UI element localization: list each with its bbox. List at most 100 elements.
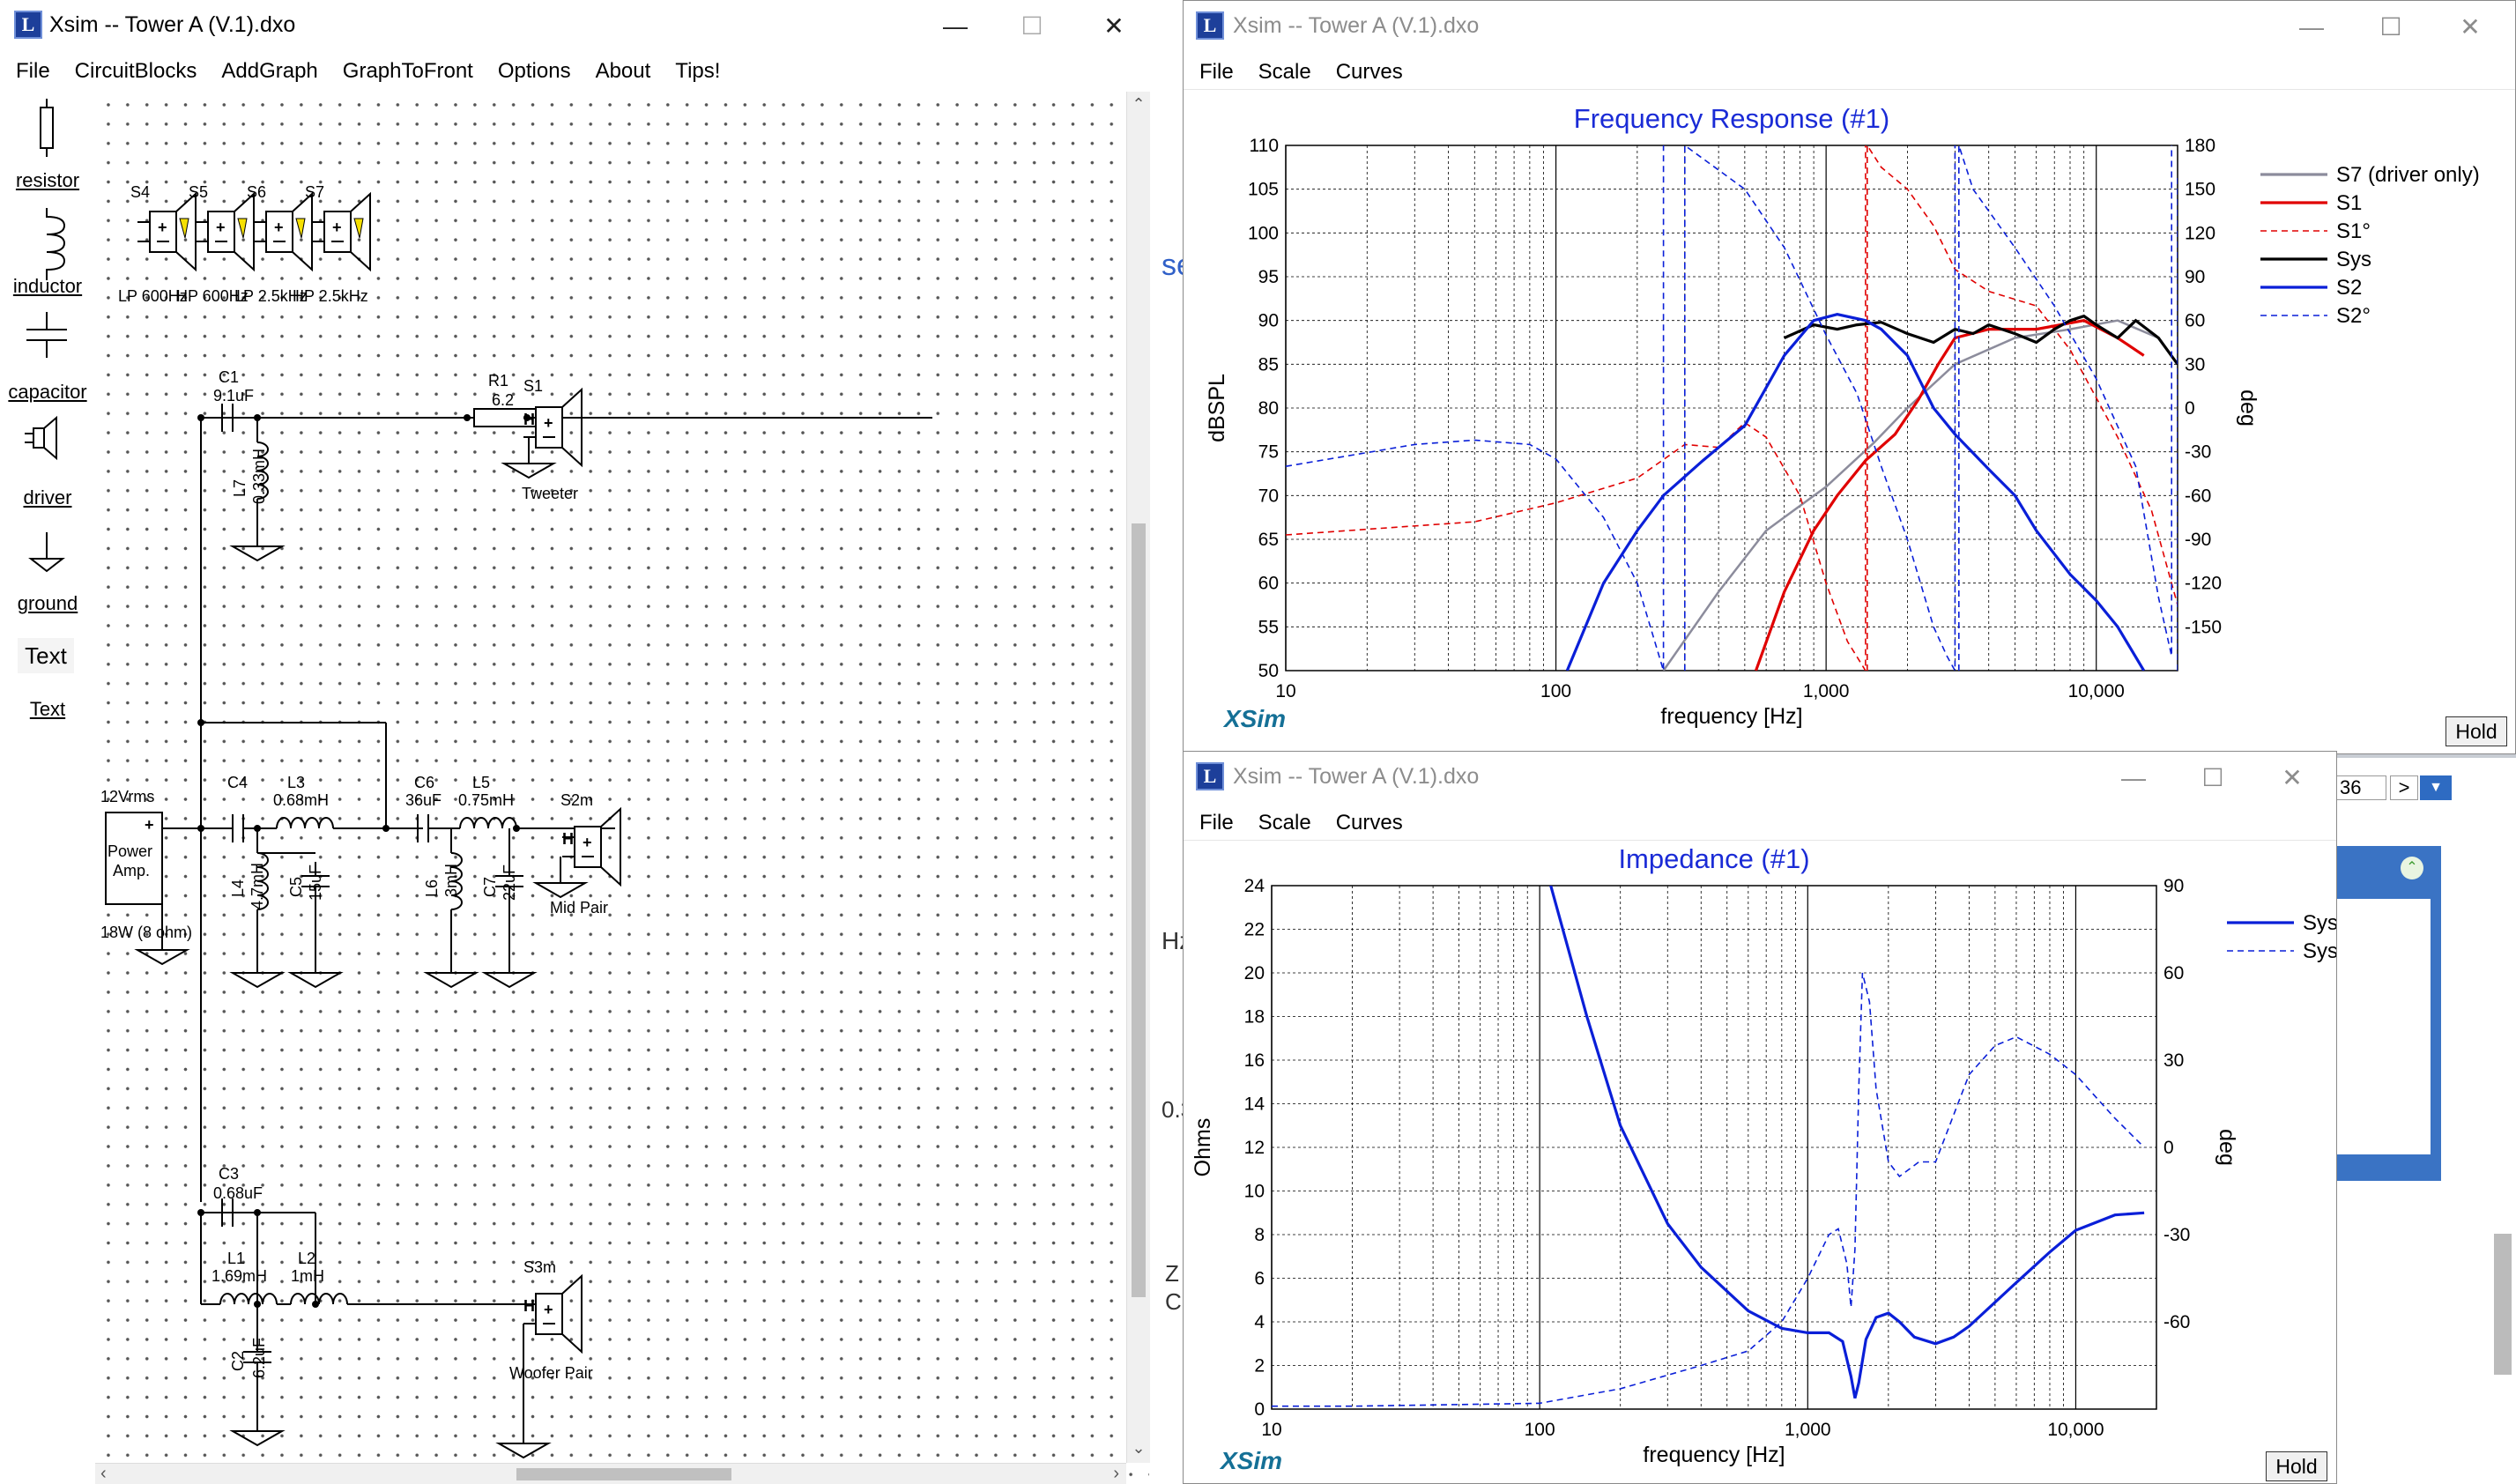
inductor-icon[interactable] — [46, 208, 66, 280]
chart-title: Impedance (#1) — [1618, 843, 1809, 874]
driver-s1-h-mark: H — [523, 411, 535, 428]
imp-minimize-button[interactable]: — — [2121, 764, 2146, 791]
label-c4: C4 — [227, 774, 248, 791]
imp-maximize-button[interactable]: ☐ — [2201, 764, 2224, 791]
palette-label-resistor[interactable]: resistor — [15, 169, 80, 191]
vertical-scroll-thumb[interactable] — [1132, 523, 1146, 1297]
fr-close-button[interactable]: ✕ — [2460, 13, 2481, 41]
imp-menu-curves[interactable]: Curves — [1335, 811, 1403, 835]
label-l4-val: 4.7mH — [249, 863, 266, 909]
minimize-button[interactable]: — — [943, 12, 968, 40]
x-tick-label: 100 — [1525, 1420, 1555, 1440]
horizontal-scroll-thumb[interactable] — [516, 1468, 731, 1480]
label-s5: S5 — [189, 183, 208, 201]
y-tick-label: 85 — [1258, 354, 1279, 375]
series-s2[interactable] — [1286, 145, 2178, 671]
series-sys[interactable] — [1549, 886, 2145, 1399]
series-s2[interactable] — [1565, 313, 2146, 671]
menu-addgraph[interactable]: AddGraph — [221, 59, 318, 83]
series-sys[interactable] — [1784, 314, 2178, 366]
label-s7: S7 — [305, 183, 324, 201]
next-page-button[interactable]: > — [2390, 775, 2418, 800]
side-scrollbar[interactable] — [2494, 1234, 2512, 1375]
menu-options[interactable]: Options — [497, 59, 571, 83]
series-s1[interactable] — [1286, 145, 2178, 671]
y-tick-label: 4 — [1254, 1312, 1265, 1332]
label-l6-val: 3mH — [442, 864, 460, 897]
inductor-l3 — [276, 817, 334, 829]
series-sys[interactable] — [1272, 972, 2145, 1407]
y2-axis-label: deg — [2215, 1129, 2239, 1166]
driver-icon[interactable] — [25, 415, 57, 461]
y-tick-label: 90 — [1258, 311, 1279, 331]
fr-menu-file[interactable]: File — [1199, 60, 1234, 84]
capacitor-icon[interactable] — [26, 312, 67, 358]
fr-menu-scale[interactable]: Scale — [1258, 60, 1311, 84]
x-tick-label: 10 — [1261, 1420, 1281, 1440]
label-s5_desc: HP 600Hz — [176, 287, 249, 305]
junction-dot — [513, 825, 520, 832]
y-tick-label: 12 — [1244, 1138, 1265, 1158]
series-s7driveronly[interactable] — [1662, 319, 2159, 671]
menu-tips[interactable]: Tips! — [675, 59, 721, 83]
legend-label: Sys — [2336, 248, 2371, 271]
collapse-icon[interactable]: ⌃ — [2401, 857, 2423, 879]
horizontal-scrollbar[interactable]: ‹ › — [95, 1463, 1126, 1484]
ground-symbol — [229, 545, 286, 562]
palette-label-capacitor[interactable]: capacitor — [8, 381, 87, 403]
imp-menu-file[interactable]: File — [1199, 811, 1234, 835]
ground-icon[interactable] — [28, 532, 65, 573]
close-button[interactable]: ✕ — [1103, 12, 1124, 40]
fr-title-bar[interactable]: L Xsim -- Tower A (V.1).dxo — ☐ ✕ — [1184, 1, 2515, 56]
y2-tick-label: -30 — [2185, 442, 2211, 463]
main-title-bar[interactable]: L Xsim -- Tower A (V.1).dxo — ☐ ✕ — [0, 0, 1160, 55]
menu-graphtofront[interactable]: GraphToFront — [342, 59, 473, 83]
fr-menu-curves[interactable]: Curves — [1335, 60, 1403, 84]
resistor-icon[interactable] — [40, 99, 54, 157]
palette-label-ground[interactable]: ground — [17, 592, 78, 614]
fr-hold-button[interactable]: Hold — [2445, 716, 2507, 746]
vertical-scrollbar[interactable]: ⌃ ⌄ — [1126, 92, 1150, 1463]
label-amp-power: 18W (8 ohm) — [100, 924, 192, 941]
x-tick-label: 100 — [1540, 681, 1571, 701]
text-icon[interactable]: Text — [18, 638, 74, 673]
y2-tick-label: 0 — [2185, 398, 2195, 419]
imp-menu-scale[interactable]: Scale — [1258, 811, 1311, 835]
dropdown-arrow-icon[interactable]: ▼ — [2420, 775, 2452, 800]
preview-driver-s4-cone — [175, 191, 197, 272]
y2-tick-label: -60 — [2185, 486, 2211, 506]
label-r1-val: 6.2 — [492, 391, 514, 409]
y-tick-label: 100 — [1248, 223, 1279, 243]
fr-maximize-button[interactable]: ☐ — [2379, 13, 2402, 41]
imp-title-bar[interactable]: L Xsim -- Tower A (V.1).dxo — ☐ ✕ — [1184, 752, 2336, 806]
frequency-response-chart[interactable]: 50556065707580859095100105110-150-120-90… — [1184, 91, 2515, 753]
y2-tick-label: -30 — [2163, 1225, 2190, 1245]
imp-close-button[interactable]: ✕ — [2282, 764, 2303, 791]
menu-file[interactable]: File — [16, 59, 50, 83]
series-s1[interactable] — [1754, 319, 2145, 671]
palette-icons: Text — [18, 99, 74, 673]
imp-hold-button[interactable]: Hold — [2266, 1451, 2327, 1481]
y2-tick-label: 90 — [2163, 876, 2184, 896]
legend-label: S1° — [2336, 219, 2371, 243]
menu-about[interactable]: About — [595, 59, 651, 83]
preview-driver-s6-warning-icon — [295, 218, 306, 239]
y2-tick-label: 60 — [2163, 963, 2184, 983]
label-l2-val: 1mH — [291, 1267, 324, 1285]
page-number-box: 36 — [2334, 775, 2386, 800]
preview-driver-s5-plus: + — [216, 219, 226, 236]
palette-label-text[interactable]: Text — [29, 698, 66, 720]
fr-minimize-button[interactable]: — — [2299, 13, 2324, 41]
label-c1-val: 9.1uF — [213, 387, 254, 404]
palette-label-inductor[interactable]: inductor — [12, 275, 83, 297]
scroll-down-arrow[interactable]: ⌄ — [1132, 1439, 1146, 1457]
y-tick-label: 55 — [1258, 617, 1279, 637]
menu-circuitblocks[interactable]: CircuitBlocks — [74, 59, 197, 83]
maximize-button[interactable]: ☐ — [1021, 12, 1043, 40]
scroll-up-arrow[interactable]: ⌃ — [1132, 95, 1146, 113]
palette-label-driver[interactable]: driver — [23, 486, 72, 508]
scroll-left-arrow[interactable]: ‹ — [100, 1464, 107, 1483]
schematic-canvas[interactable]: + S4 LP 600Hz + S5 HP 600Hz + S6 LP 2.5kHz + S7 HP … — [95, 92, 1150, 1484]
scroll-right-arrow[interactable]: › — [1113, 1464, 1119, 1483]
